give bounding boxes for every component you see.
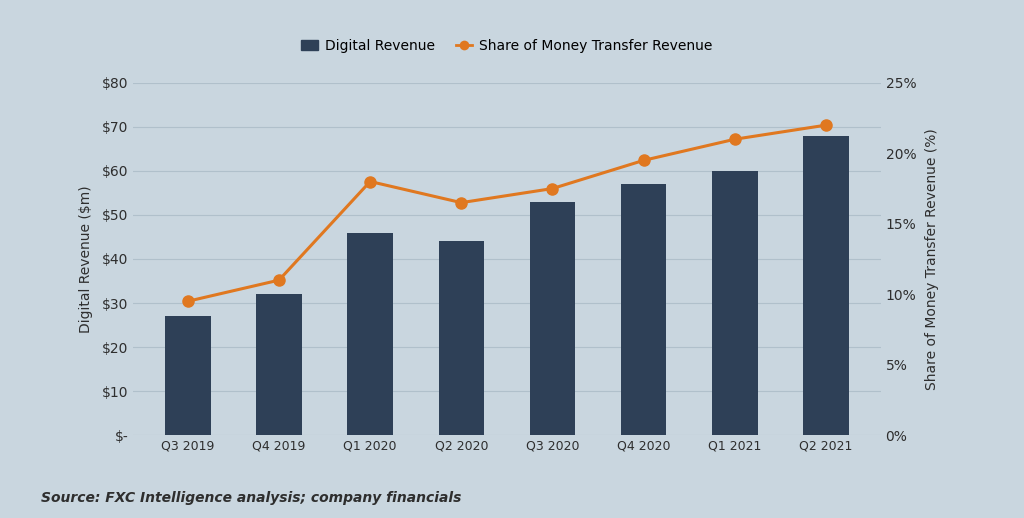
Text: Source: FXC Intelligence analysis; company financials: Source: FXC Intelligence analysis; compa… <box>41 491 462 505</box>
Bar <box>165 316 211 435</box>
Bar <box>347 233 393 435</box>
Bar <box>803 136 849 435</box>
Bar <box>438 241 484 435</box>
Bar <box>256 294 302 435</box>
Bar <box>621 184 667 435</box>
Legend: Digital Revenue, Share of Money Transfer Revenue: Digital Revenue, Share of Money Transfer… <box>296 34 718 59</box>
Y-axis label: Share of Money Transfer Revenue (%): Share of Money Transfer Revenue (%) <box>925 128 939 390</box>
Bar <box>712 171 758 435</box>
Bar <box>529 202 575 435</box>
Y-axis label: Digital Revenue ($m): Digital Revenue ($m) <box>80 185 93 333</box>
